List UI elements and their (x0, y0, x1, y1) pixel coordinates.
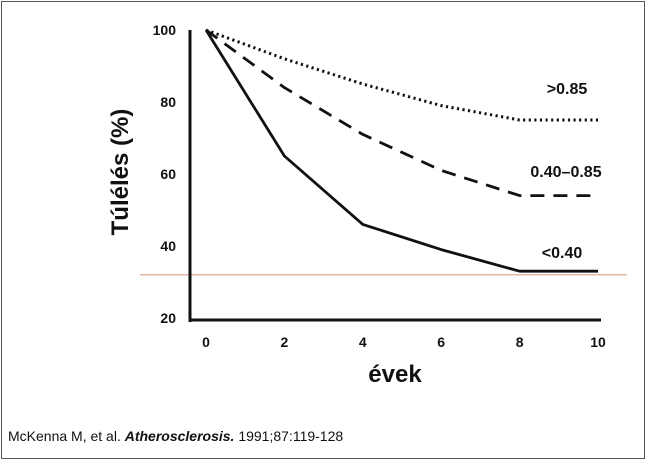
x-tick-label: 6 (437, 334, 445, 350)
series-label: <0.40 (542, 245, 583, 262)
series-label: 0.40–0.85 (530, 164, 601, 181)
series-lines (204, 28, 598, 273)
x-tick-label: 2 (281, 334, 289, 350)
y-tick-label: 20 (160, 310, 176, 326)
series-line-dotted (205, 28, 598, 122)
x-tick-label: 10 (590, 334, 606, 350)
x-tick-label: 8 (516, 334, 524, 350)
y-tick-labels: 20 40 60 80 100 (153, 22, 177, 326)
y-tick-label: 100 (153, 22, 177, 38)
y-tick-label: 60 (160, 166, 176, 182)
series-label: >0.85 (547, 81, 588, 98)
citation-authors: McKenna M, et al. (8, 428, 125, 444)
y-tick-label: 80 (160, 94, 176, 110)
x-tick-label: 0 (202, 334, 210, 350)
y-axis-title: Túlélés (%) (107, 109, 134, 236)
y-tick-label: 40 (160, 238, 176, 254)
x-tick-label: 4 (359, 334, 367, 350)
citation: McKenna M, et al. Atherosclerosis. 1991;… (8, 428, 343, 444)
series-labels: >0.85 0.40–0.85 <0.40 (530, 81, 601, 262)
series-line-dashed (205, 28, 598, 198)
x-axis-title: évek (368, 361, 422, 388)
series-line-solid (204, 29, 598, 273)
citation-journal: Atherosclerosis. (124, 428, 235, 444)
x-tick-labels: 0 2 4 6 8 10 (202, 334, 606, 350)
citation-details: 1991;87:119-128 (234, 428, 344, 444)
